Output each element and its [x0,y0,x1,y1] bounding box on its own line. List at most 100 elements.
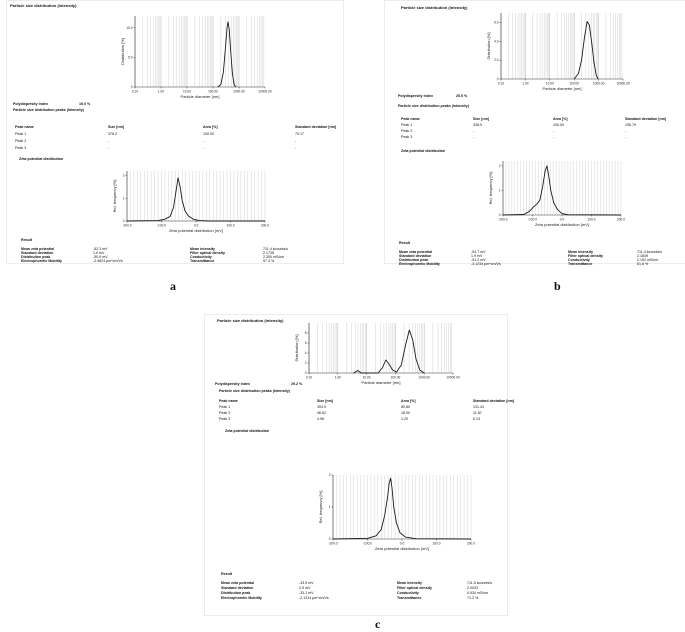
peak-header-area: Area [%] [553,117,568,121]
pdi-label: Polydispersity index [13,102,48,106]
peak-cell: 131.41 [473,405,484,409]
x-tick-label: 200.0 [261,224,269,228]
peaks-title: Particle size distribution peaks (Intens… [219,389,290,393]
result-value: 0.934 mS/cm [467,591,489,595]
result-value: 2.192 mS/cm [637,258,659,262]
peak-cell: 100.00 [203,132,214,136]
y-tick-label: 0 [131,85,133,89]
panel-a: Particle size distribution (Intensity) 0… [6,0,344,264]
result-label: Standard deviation [221,586,254,590]
psd-title: Particle size distribution (Intensity) [10,3,77,8]
peak-cell: - [473,135,475,139]
panel-b: Particle size distribution (Intensity) 0… [384,0,685,266]
result-label: Standard deviation [21,251,54,255]
peak-header-area: Area [%] [401,399,416,403]
peak-cell: 304.9 [317,405,326,409]
result-label: Filter optical density [397,586,432,590]
x-tick-label: 1.00 [335,376,341,380]
x-tick-label: 0.0 [194,224,199,228]
zeta-chart-a: -200.0 -100.0 0.0 100.0 200.0 0 1 2 Zeta potenti… [112,171,269,233]
y-tick-label: 1 [329,505,331,509]
peak-cell: - [295,146,297,150]
peak-cell: - [108,139,110,143]
result-value: 711.5 kcounts/s [467,581,492,585]
peak-header-sd: Standard deviation [nm] [625,117,667,121]
zeta-chart-c: -200.0 -100.0 0.0 100.0 200.0 0 1 2 Zeta potenti… [318,473,475,551]
x-axis-label: Particle diameter [nm] [543,86,582,91]
y-tick-label: 4 [305,351,307,355]
y-tick-label: 10.0 [126,26,132,30]
peak-cell: 11.87 [473,411,482,415]
result-value: -3.1244 µm*cm/Vs [471,262,501,266]
result-label: Conductivity [190,255,212,259]
x-axis-label: Zeta potential distribution [mV] [375,546,429,551]
x-tick-label: 10000.00 [446,376,460,380]
x-tick-label: -100.0 [363,542,372,546]
peak-cell: - [295,139,297,143]
peaks-title: Particle size distribution peaks (Intens… [398,104,469,108]
result-label: Distribution peak [221,591,251,595]
peak-cell: - [203,139,205,143]
x-tick-label: 10000.00 [616,82,630,86]
peak-header-size: Size [nm] [317,399,333,403]
peak-cell: Peak 3 [401,135,413,139]
panel-letter-a: a [170,279,176,293]
pdi-label: Polydispersity index [215,382,250,386]
peak-cell: 376.2 [108,132,117,136]
result-label: Mean zeta potential [399,250,433,254]
y-tick-label: 2 [329,473,331,477]
peak-header-name: Peak name [219,399,238,403]
result-value: 57.3 % [263,259,275,263]
peak-header-area: Area [%] [203,125,218,129]
y-axis-label: Rel. frequency [%] [488,172,493,205]
y-tick-label: 0 [305,371,307,375]
x-tick-label: -100.0 [528,218,537,222]
x-tick-label: 0.0 [560,218,565,222]
zeta-chart-b: -200.0 -100.0 0.0 100.0 200.0 0 1 2 Zeta potenti… [488,161,625,227]
y-axis-label: Distribution [%] [486,33,491,60]
peak-header-name: Peak name [401,117,420,121]
x-tick-label: -200.0 [328,542,337,546]
psd-title: Particle size distribution (Intensity) [217,318,284,323]
peak-header-size: Size [nm] [108,125,124,129]
x-tick-label: 100.0 [433,542,441,546]
y-tick-label: 0 [499,213,501,217]
x-tick-label: 1.00 [158,90,164,94]
x-axis-label: Zeta potential distribution [mV] [535,222,589,227]
peak-cell: Peak 2 [219,411,231,415]
y-tick-label: 6.0 [494,21,499,25]
pdi-value: 19.0 % [79,102,91,106]
peak-header-size: Size [nm] [473,117,489,121]
result-value: 711.4 kcounts/s [637,250,662,254]
result-label: Mean intensity [568,250,593,254]
y-axis-label: Distribution [%] [120,38,125,65]
x-tick-label: 1000.00 [418,376,430,380]
x-tick-label: 200.0 [467,542,475,546]
x-tick-label: 10.00 [183,90,191,94]
y-tick-label: 0 [497,77,499,81]
y-tick-label: 4.0 [494,39,499,43]
peak-cell: Peak 3 [15,146,27,150]
panel-letter-b: b [554,279,561,293]
result-value: -52.3 mV [93,247,108,251]
result-title: Result [21,238,32,242]
x-tick-label: 1.00 [522,82,528,86]
result-label: Transmittance [568,262,593,266]
pdi-value: 29.2 % [291,382,303,386]
series-line [502,165,622,216]
peak-cell: Peak 3 [219,417,231,421]
x-tick-label: 0.0 [400,542,405,546]
x-tick-label: -200.0 [122,224,131,228]
result-value: -2.9824 µm*cm/Vs [93,259,123,263]
zeta-title: Zeta potential distribution [401,149,446,153]
result-title: Result [221,572,232,576]
peak-cell: Peak 2 [401,129,413,133]
x-tick-label: 0.10 [132,90,138,94]
peak-cell: - [473,129,475,133]
result-value: -51.2 mV [471,258,486,262]
result-value: 2.0033 [467,586,478,590]
result-label: Mean zeta potential [21,247,55,251]
peak-cell: Peak 1 [15,132,27,136]
peak-cell: 1.20 [401,417,408,421]
y-tick-label: 6 [305,341,307,345]
